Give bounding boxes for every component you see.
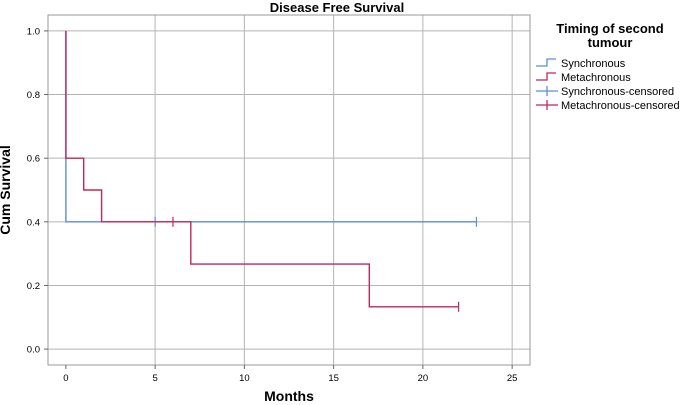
legend-item: Metachronous	[536, 72, 631, 84]
y-tick-label: 0.4	[27, 217, 40, 228]
x-axis-label: Months	[264, 388, 314, 404]
legend-item: Metachronous-censored	[536, 100, 680, 112]
legend-title-line-2: tumour	[588, 35, 633, 50]
legend-title-line-1: Timing of second	[556, 21, 663, 36]
y-tick-label: 0.2	[27, 281, 40, 292]
series-line-synchronous	[65, 30, 477, 223]
y-axis-label: Cum Survival	[0, 145, 13, 234]
tick-labels: 0 5 10 15 20 25 0.0 0.2 0.4 0.6 0.8 1.0	[27, 26, 518, 384]
x-tick-label: 25	[507, 373, 518, 384]
legend-label: Synchronous-censored	[561, 86, 674, 98]
y-tick-label: 0.0	[27, 345, 40, 356]
legend-step-swatch	[536, 72, 556, 81]
legend-label: Metachronous-censored	[561, 100, 680, 112]
legend-item: Synchronous-censored	[536, 86, 674, 98]
legend-item: Synchronous	[536, 58, 626, 70]
y-tick-label: 0.6	[27, 154, 40, 165]
legend: Timing of second tumour Synchronous Metac…	[536, 21, 680, 112]
x-tick-label: 10	[239, 373, 250, 384]
y-tick-label: 0.8	[27, 90, 40, 101]
plot-frame	[47, 14, 531, 366]
x-tick-label: 0	[63, 373, 68, 384]
x-tick-label: 15	[328, 373, 339, 384]
y-tick-label: 1.0	[27, 26, 40, 37]
x-tick-label: 5	[152, 373, 157, 384]
x-tick-label: 20	[418, 373, 429, 384]
series-line-metachronous	[65, 30, 459, 308]
legend-label: Synchronous	[561, 58, 626, 70]
legend-label: Metachronous	[561, 72, 631, 84]
legend-step-swatch	[536, 58, 556, 67]
series-group	[65, 30, 478, 312]
grid-lines	[48, 15, 530, 365]
chart-title: Disease Free Survival	[270, 0, 404, 15]
